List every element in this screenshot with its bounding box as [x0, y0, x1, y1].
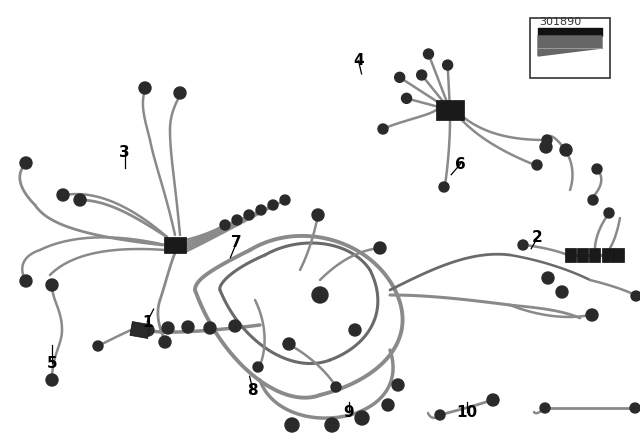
Circle shape — [556, 286, 568, 298]
Polygon shape — [538, 36, 602, 56]
Bar — [589, 248, 600, 262]
Circle shape — [20, 275, 32, 287]
Circle shape — [142, 324, 154, 336]
Circle shape — [93, 341, 103, 351]
Circle shape — [244, 210, 254, 220]
Bar — [602, 248, 612, 262]
Bar — [612, 248, 623, 262]
Circle shape — [204, 322, 216, 334]
Circle shape — [487, 394, 499, 406]
Circle shape — [542, 272, 554, 284]
Text: 4: 4 — [353, 53, 364, 69]
Text: 8: 8 — [248, 383, 258, 398]
Circle shape — [349, 324, 361, 336]
Bar — [564, 248, 575, 262]
Circle shape — [20, 157, 32, 169]
Text: 3: 3 — [120, 145, 130, 160]
Circle shape — [560, 144, 572, 156]
Circle shape — [540, 403, 550, 413]
Circle shape — [586, 309, 598, 321]
Circle shape — [46, 279, 58, 291]
Circle shape — [283, 338, 295, 350]
Circle shape — [542, 135, 552, 145]
Text: 301890: 301890 — [539, 17, 581, 26]
Circle shape — [355, 411, 369, 425]
Bar — [577, 248, 588, 262]
Circle shape — [312, 287, 328, 303]
Text: 10: 10 — [456, 405, 478, 420]
Circle shape — [392, 379, 404, 391]
Circle shape — [174, 87, 186, 99]
Text: 9: 9 — [344, 405, 354, 420]
Circle shape — [232, 215, 242, 225]
Circle shape — [280, 195, 290, 205]
Circle shape — [382, 399, 394, 411]
Circle shape — [325, 418, 339, 432]
Circle shape — [253, 362, 263, 372]
Circle shape — [417, 70, 427, 80]
FancyBboxPatch shape — [530, 18, 610, 78]
Circle shape — [604, 208, 614, 218]
Circle shape — [312, 209, 324, 221]
Circle shape — [443, 60, 452, 70]
Circle shape — [182, 321, 194, 333]
Circle shape — [592, 164, 602, 174]
Circle shape — [256, 205, 266, 215]
Text: 7: 7 — [232, 235, 242, 250]
Circle shape — [424, 49, 433, 59]
Text: 2: 2 — [532, 230, 543, 246]
Bar — [164, 237, 186, 253]
Circle shape — [518, 240, 528, 250]
Bar — [436, 100, 464, 120]
Circle shape — [588, 195, 598, 205]
Circle shape — [439, 182, 449, 192]
Circle shape — [395, 72, 404, 82]
Bar — [130, 322, 150, 338]
Circle shape — [374, 242, 386, 254]
Circle shape — [74, 194, 86, 206]
Text: 6: 6 — [456, 156, 466, 172]
Circle shape — [268, 200, 278, 210]
Circle shape — [220, 220, 230, 230]
Circle shape — [540, 141, 552, 153]
Circle shape — [631, 291, 640, 301]
Circle shape — [331, 382, 341, 392]
Circle shape — [401, 93, 412, 103]
Circle shape — [46, 374, 58, 386]
Circle shape — [285, 418, 299, 432]
Circle shape — [532, 160, 542, 170]
Circle shape — [630, 403, 640, 413]
Circle shape — [162, 322, 174, 334]
Circle shape — [229, 320, 241, 332]
Circle shape — [139, 82, 151, 94]
Text: 5: 5 — [47, 356, 58, 371]
Circle shape — [159, 336, 171, 348]
Circle shape — [378, 124, 388, 134]
Circle shape — [57, 189, 69, 201]
Circle shape — [435, 410, 445, 420]
Text: 1: 1 — [142, 314, 152, 330]
